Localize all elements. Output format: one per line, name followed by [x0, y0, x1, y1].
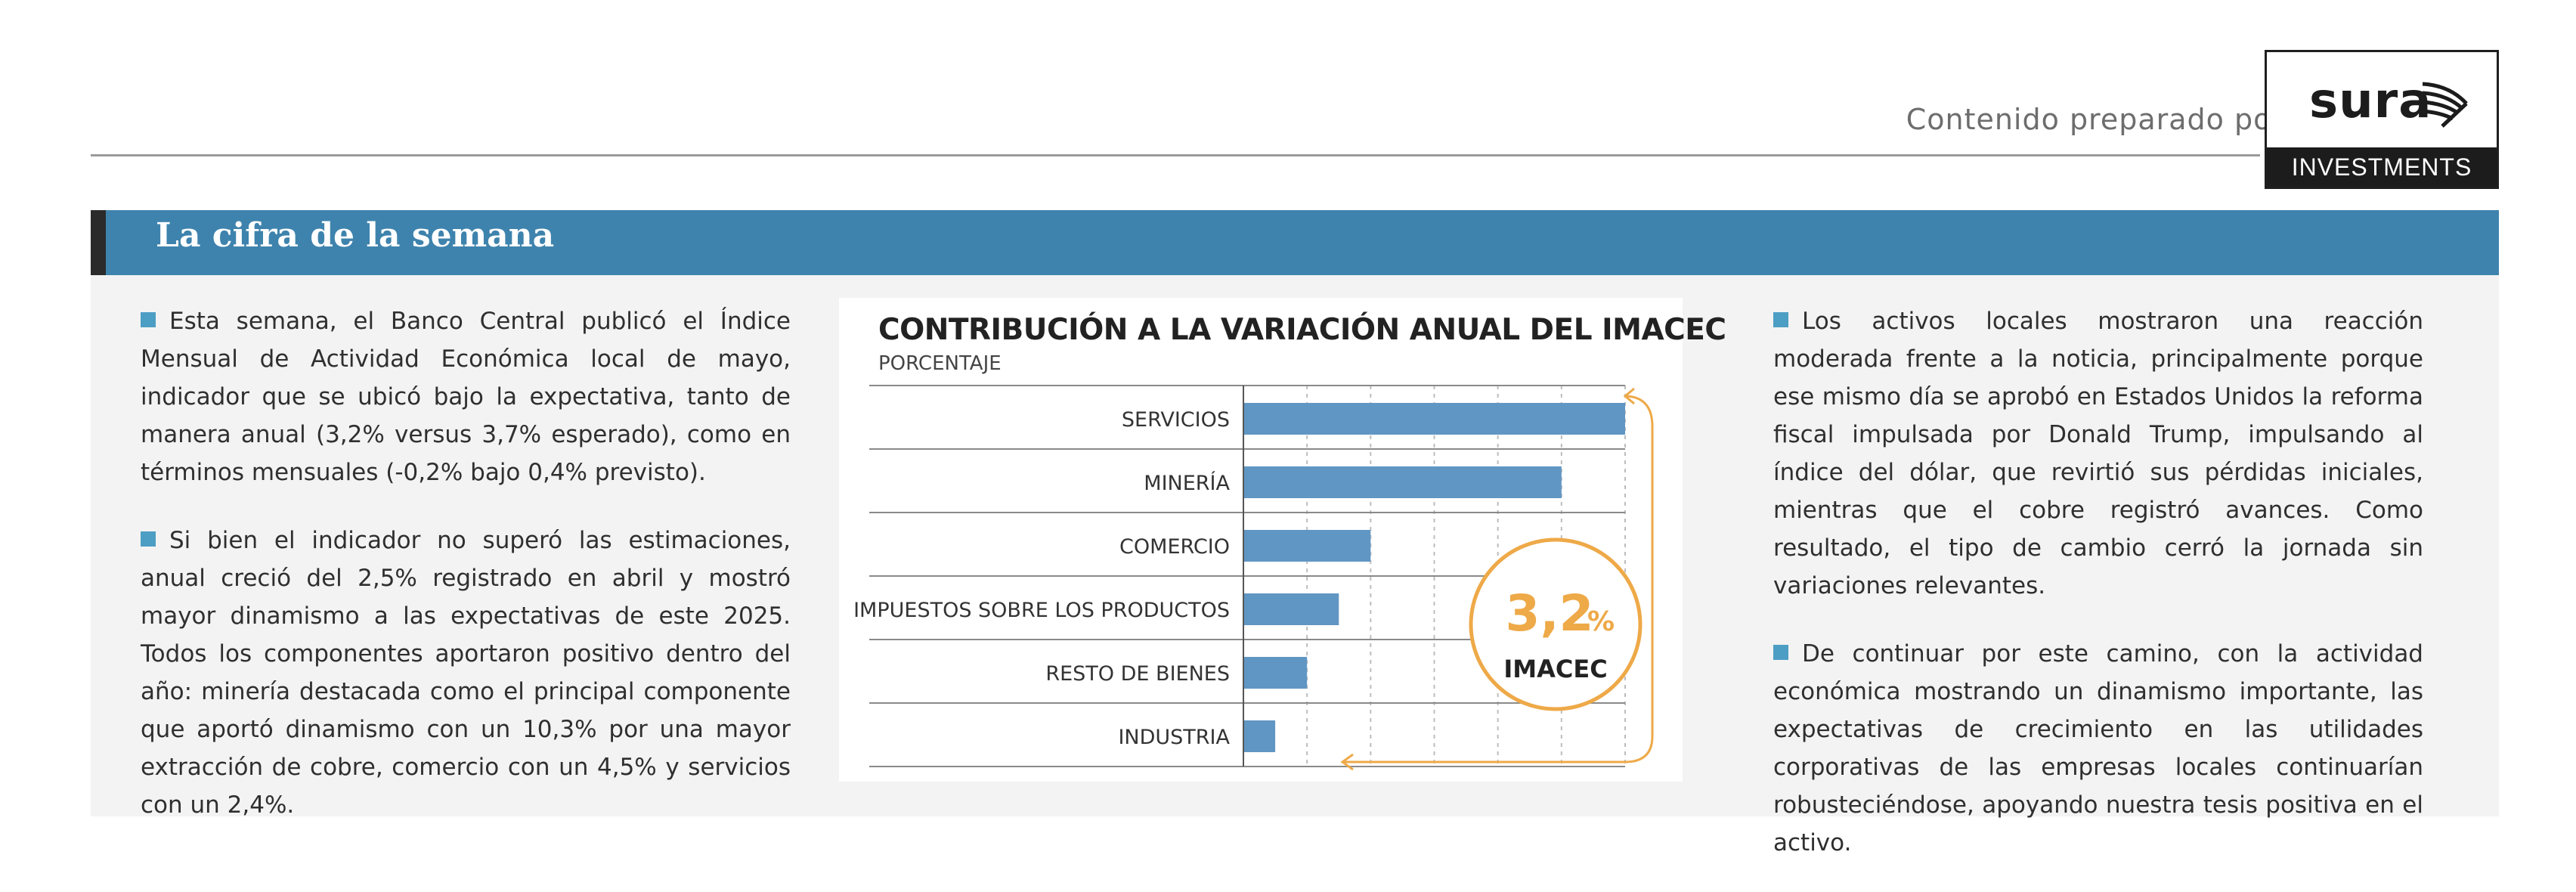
square-bullet-icon [1773, 312, 1788, 327]
category-label: SERVICIOS [1122, 408, 1230, 432]
left-paragraph-1-text: Esta semana, el Banco Central publicó el… [141, 308, 791, 486]
bracket-line [1344, 395, 1654, 763]
section-band-accent [91, 210, 106, 275]
category-label: INDUSTRIA [1118, 726, 1230, 749]
bar [1243, 530, 1371, 562]
right-paragraph-2: De continuar por este camino, con la act… [1773, 635, 2423, 862]
square-bullet-icon [141, 312, 156, 327]
section-title: La cifra de la semana [156, 216, 555, 255]
wing-icon [2422, 82, 2468, 128]
right-paragraph-2-text: De continuar por este camino, con la act… [1773, 640, 2423, 856]
category-label: RESTO DE BIENES [1045, 662, 1230, 686]
right-paragraph-1-text: Los activos locales mostraron una reacci… [1773, 308, 2423, 599]
header-divider [91, 154, 2260, 156]
chart-container: CONTRIBUCIÓN A LA VARIACIÓN ANUAL DEL IM… [839, 298, 1726, 782]
square-bullet-icon [141, 531, 156, 547]
left-column: Esta semana, el Banco Central publicó el… [141, 302, 791, 854]
square-bullet-icon [1773, 645, 1788, 660]
logo-band: INVESTMENTS [2267, 147, 2497, 187]
bar [1243, 466, 1562, 498]
right-column: Los activos locales mostraron una reacci… [1773, 302, 2423, 892]
logo-wordmark: sura [2309, 73, 2432, 129]
bar [1243, 720, 1276, 752]
prepared-by-label: Contenido preparado por [1906, 103, 2284, 136]
arrow-head-icon [1623, 387, 1635, 405]
arrow-head-icon [1340, 753, 1354, 771]
imacec-label: IMACEC [1503, 655, 1607, 683]
category-label: IMPUESTOS SOBRE LOS PRODUCTOS [853, 599, 1230, 622]
category-label: COMERCIO [1119, 535, 1230, 559]
left-paragraph-2-text: Si bien el indicador no superó las estim… [141, 527, 791, 819]
bar [1243, 657, 1308, 689]
chart-plot: SERVICIOS MINERÍA COMERCIO IMPUESTOS SOBRE … [853, 385, 1654, 771]
imacec-unit: % [1587, 606, 1615, 637]
section-band [91, 210, 2499, 275]
imacec-badge [1469, 537, 1643, 711]
imacec-value: 3,2 [1506, 584, 1594, 643]
sura-investments-logo: sura INVESTMENTS [2265, 50, 2499, 189]
bar [1243, 403, 1625, 435]
right-paragraph-1: Los activos locales mostraron una reacci… [1773, 302, 2423, 605]
chart-title: CONTRIBUCIÓN A LA VARIACIÓN ANUAL DEL IM… [878, 313, 1726, 347]
bar [1243, 593, 1339, 625]
category-label: MINERÍA [1144, 471, 1230, 495]
left-paragraph-2: Si bien el indicador no superó las estim… [141, 522, 791, 824]
chart-subtitle: PORCENTAJE [878, 352, 1002, 375]
left-paragraph-1: Esta semana, el Banco Central publicó el… [141, 302, 791, 491]
